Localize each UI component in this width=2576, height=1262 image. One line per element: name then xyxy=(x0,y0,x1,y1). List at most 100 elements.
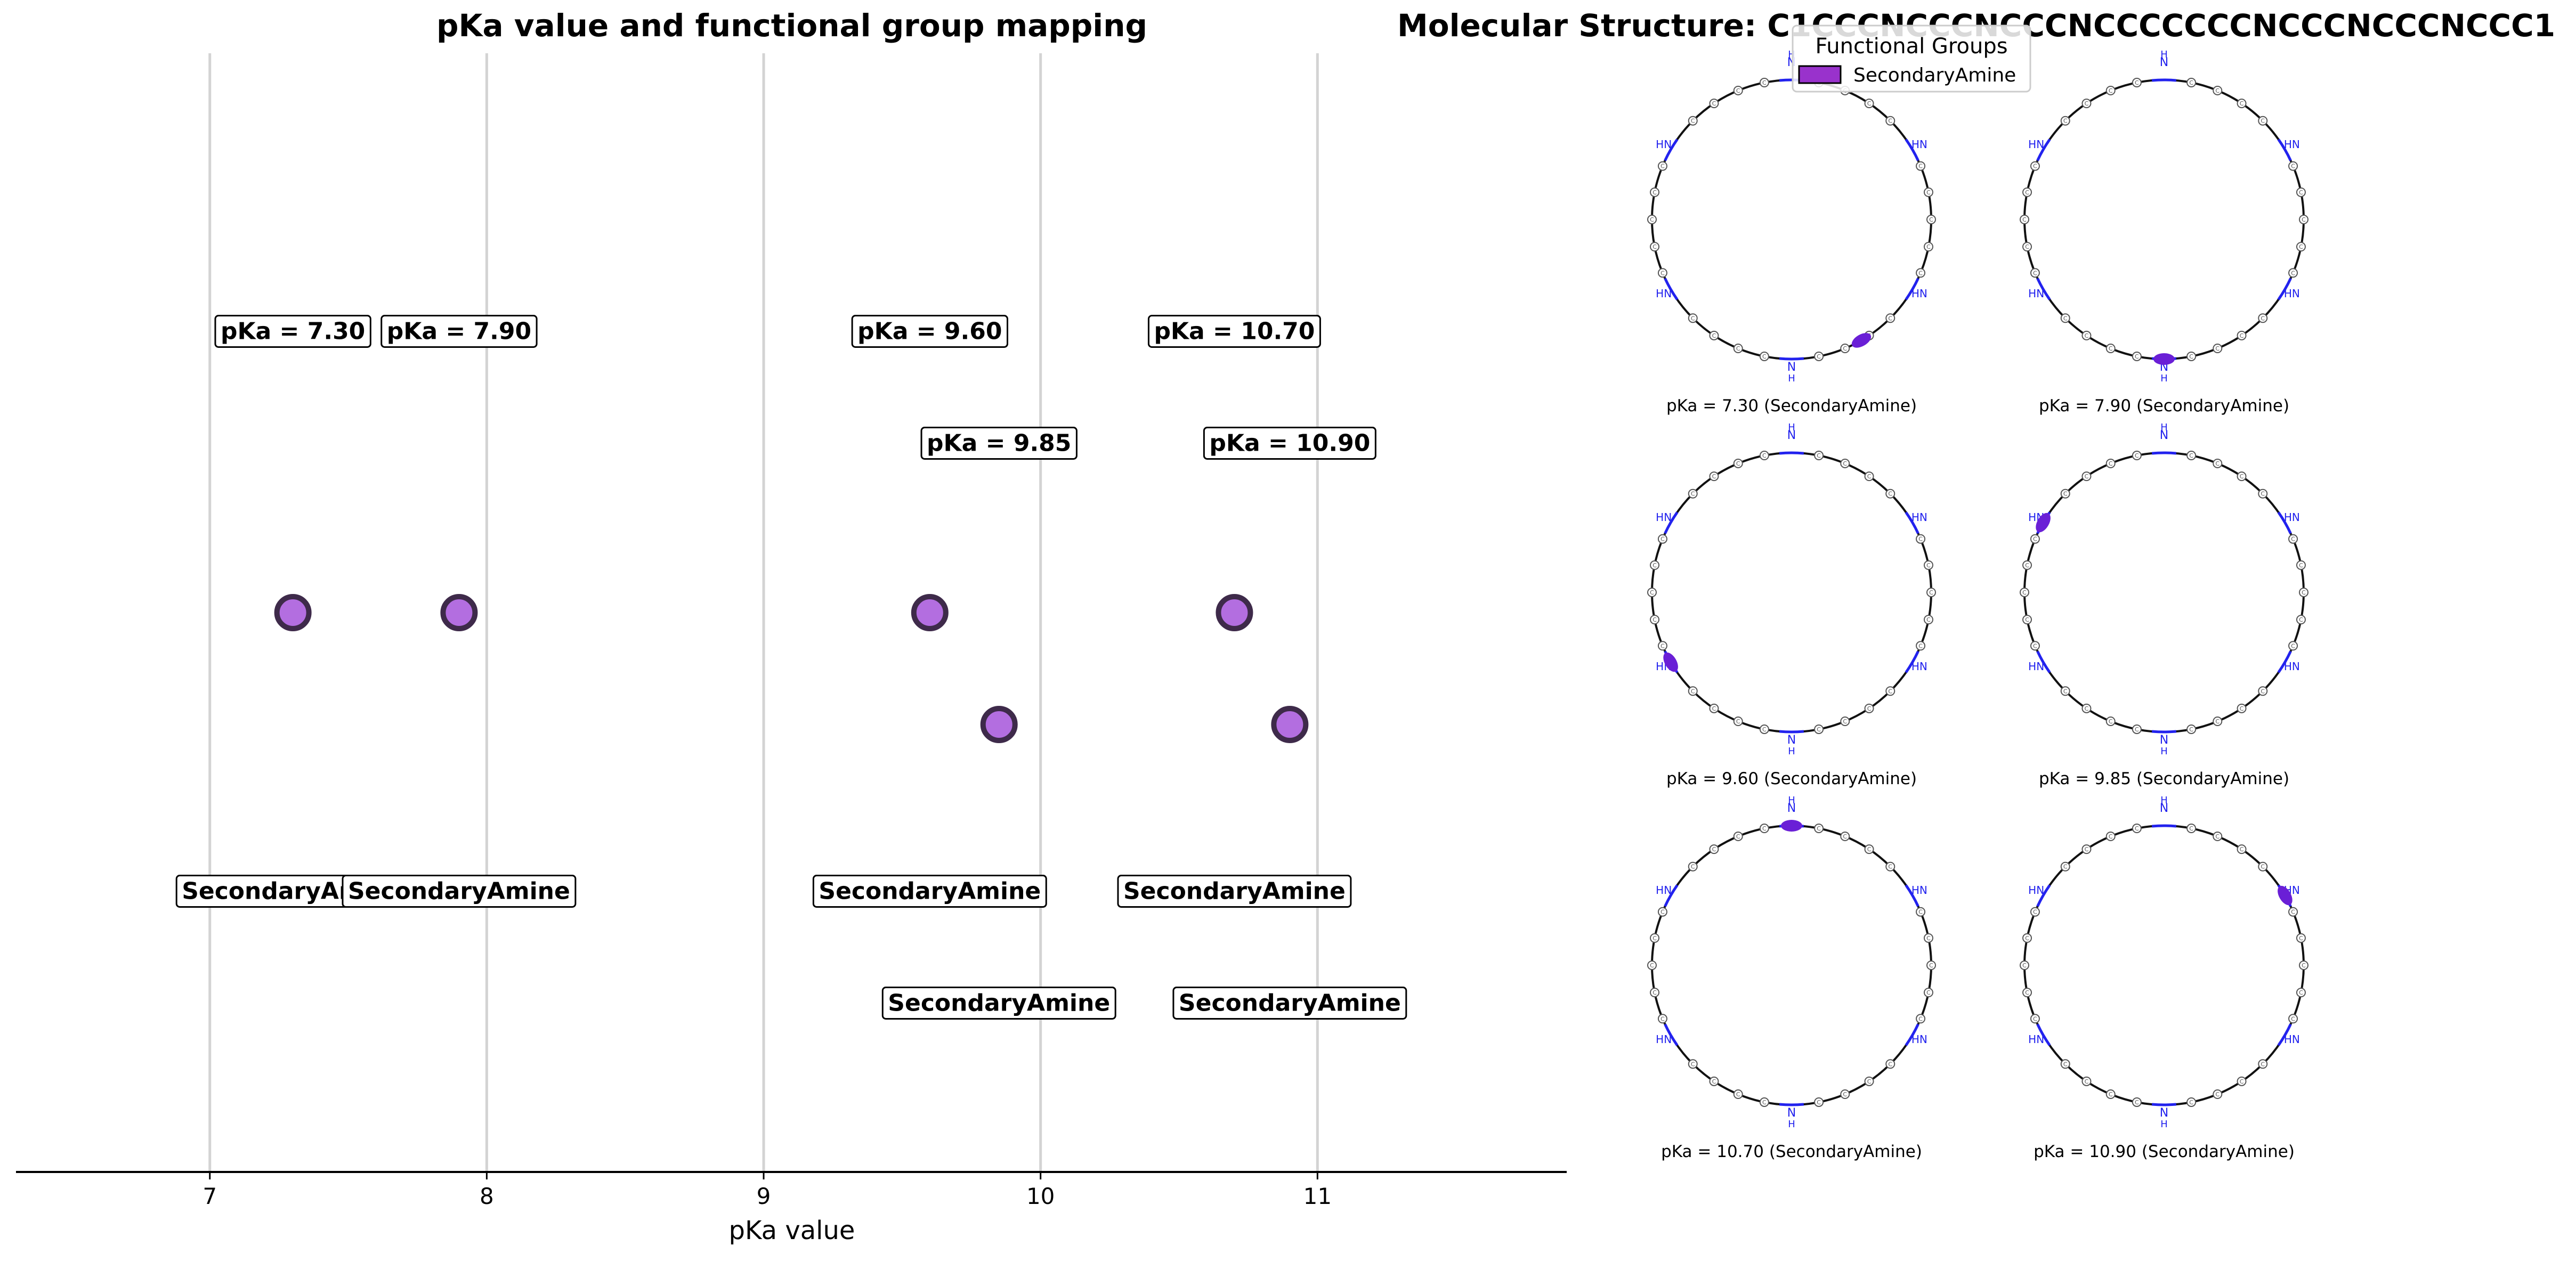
carbon-atom xyxy=(1864,471,1874,482)
group-label-box xyxy=(1172,987,1407,1020)
x-tick-label: 11 xyxy=(1303,1183,1332,1209)
carbon-label: C xyxy=(2215,718,2219,725)
legend-title: Functional Groups xyxy=(1815,34,2007,59)
carbon-label: C xyxy=(1867,100,1872,107)
carbon-label: C xyxy=(1867,846,1872,853)
carbon-atom xyxy=(1688,686,1698,696)
carbon-label: C xyxy=(1650,589,1654,596)
carbon-atom xyxy=(2299,960,2308,970)
nitrogen-label: HN xyxy=(1911,884,1927,897)
carbon-atom xyxy=(2296,988,2306,998)
carbon-label: C xyxy=(2085,100,2089,107)
carbon-label: C xyxy=(2189,452,2193,459)
carbon-atom xyxy=(1650,988,1660,998)
carbon-atom xyxy=(2237,1076,2247,1086)
carbon-label: C xyxy=(2240,332,2244,339)
carbon-atom xyxy=(2258,861,2268,872)
pka-label-box xyxy=(1203,427,1376,460)
nitrogen-label: HN xyxy=(1911,511,1927,524)
nitrogen-label: HN xyxy=(2284,287,2300,300)
carbon-label: C xyxy=(2025,935,2029,942)
carbon-atom xyxy=(2030,534,2040,544)
carbon-atom xyxy=(1733,717,1743,727)
nitrogen-bond xyxy=(2036,884,2051,907)
nitrogen-bond xyxy=(1664,278,1679,300)
carbon-label: C xyxy=(2022,962,2027,969)
carbon-atom xyxy=(2081,99,2092,109)
carbon-label: C xyxy=(1918,909,1923,916)
x-tick-label: 8 xyxy=(480,1183,494,1209)
molecule-caption: pKa = 10.70 (SecondaryAmine) xyxy=(1661,1142,1922,1161)
carbon-label: C xyxy=(2033,642,2037,649)
carbon-label: C xyxy=(1888,118,1892,125)
carbon-label: C xyxy=(1736,87,1740,94)
carbon-label: C xyxy=(1843,1091,1847,1098)
carbon-label: C xyxy=(2033,536,2037,543)
carbon-label: C xyxy=(2261,688,2265,695)
carbon-atom xyxy=(1733,1089,1743,1100)
carbon-atom xyxy=(2288,268,2298,278)
carbon-atom xyxy=(2022,560,2032,570)
carbon-label: C xyxy=(2135,452,2139,459)
nitrogen-label: N xyxy=(1787,429,1796,442)
group-label-text: SecondaryAmine xyxy=(819,878,1041,905)
pka-point xyxy=(274,594,312,631)
carbon-label: C xyxy=(2025,243,2029,250)
carbon-atom xyxy=(2258,1059,2268,1069)
carbon-atom xyxy=(1923,933,1933,943)
carbon-label: C xyxy=(1712,1078,1716,1085)
carbon-label: C xyxy=(2302,216,2306,223)
carbon-atom xyxy=(2299,588,2308,597)
carbon-atom xyxy=(2060,488,2070,499)
carbon-label: C xyxy=(1762,353,1767,360)
nitrogen-label: N xyxy=(2160,1106,2168,1120)
carbon-label: C xyxy=(1762,1099,1767,1106)
carbon-atom xyxy=(2030,1014,2040,1024)
carbon-atom xyxy=(2020,960,2029,970)
carbon-atom xyxy=(2213,717,2223,727)
carbon-label: C xyxy=(2299,935,2303,942)
carbon-label: C xyxy=(1926,189,1931,196)
carbon-label: C xyxy=(2085,473,2089,480)
group-label: SecondaryAmine xyxy=(1172,987,1407,1020)
pka-label: pKa = 7.90 xyxy=(380,315,538,348)
carbon-atom xyxy=(2081,703,2092,713)
nitrogen-h-label: H xyxy=(2160,373,2168,384)
molecule-panels: NHHNHNNHHNHNCCCCCCCCCCCCCCCCCCCCCCCCCCpK… xyxy=(1647,49,2308,1161)
carbon-label: C xyxy=(1660,163,1665,170)
carbon-atom xyxy=(1923,988,1933,998)
carbon-label: C xyxy=(2109,1091,2113,1098)
carbon-atom xyxy=(2022,933,2032,943)
carbon-atom xyxy=(2213,344,2223,354)
nitrogen-label: HN xyxy=(2284,660,2300,673)
carbon-atom xyxy=(2186,1097,2197,1107)
nitrogen-label: HN xyxy=(1911,138,1927,151)
carbon-label: C xyxy=(1817,353,1821,360)
carbon-label: C xyxy=(2063,315,2068,322)
carbon-atom xyxy=(2020,215,2029,224)
carbon-atom xyxy=(1759,724,1769,734)
nitrogen-label: HN xyxy=(1656,1033,1672,1046)
carbon-atom xyxy=(1688,861,1698,872)
carbon-atom xyxy=(2288,641,2298,651)
carbon-label: C xyxy=(2189,726,2193,733)
carbon-label: C xyxy=(2109,718,2113,725)
carbon-atom xyxy=(1657,534,1667,544)
carbon-label: C xyxy=(2215,460,2219,467)
nitrogen-label: HN xyxy=(1911,660,1927,673)
carbon-label: C xyxy=(2033,270,2037,276)
carbon-atom xyxy=(1814,824,1824,834)
carbon-atom xyxy=(2105,85,2116,95)
carbon-atom xyxy=(1814,724,1824,734)
carbon-atom xyxy=(2237,703,2247,713)
carbon-label: C xyxy=(2022,589,2027,596)
nitrogen-label: HN xyxy=(2028,660,2044,673)
carbon-label: C xyxy=(2135,726,2139,733)
pka-label: pKa = 9.85 xyxy=(920,427,1078,460)
carbon-atom xyxy=(1657,161,1667,171)
carbon-atom xyxy=(2258,686,2268,696)
pka-label-text: pKa = 9.60 xyxy=(857,318,1002,345)
carbon-label: C xyxy=(2109,833,2113,840)
carbon-atom xyxy=(2258,116,2268,126)
carbon-label: C xyxy=(1691,315,1695,322)
